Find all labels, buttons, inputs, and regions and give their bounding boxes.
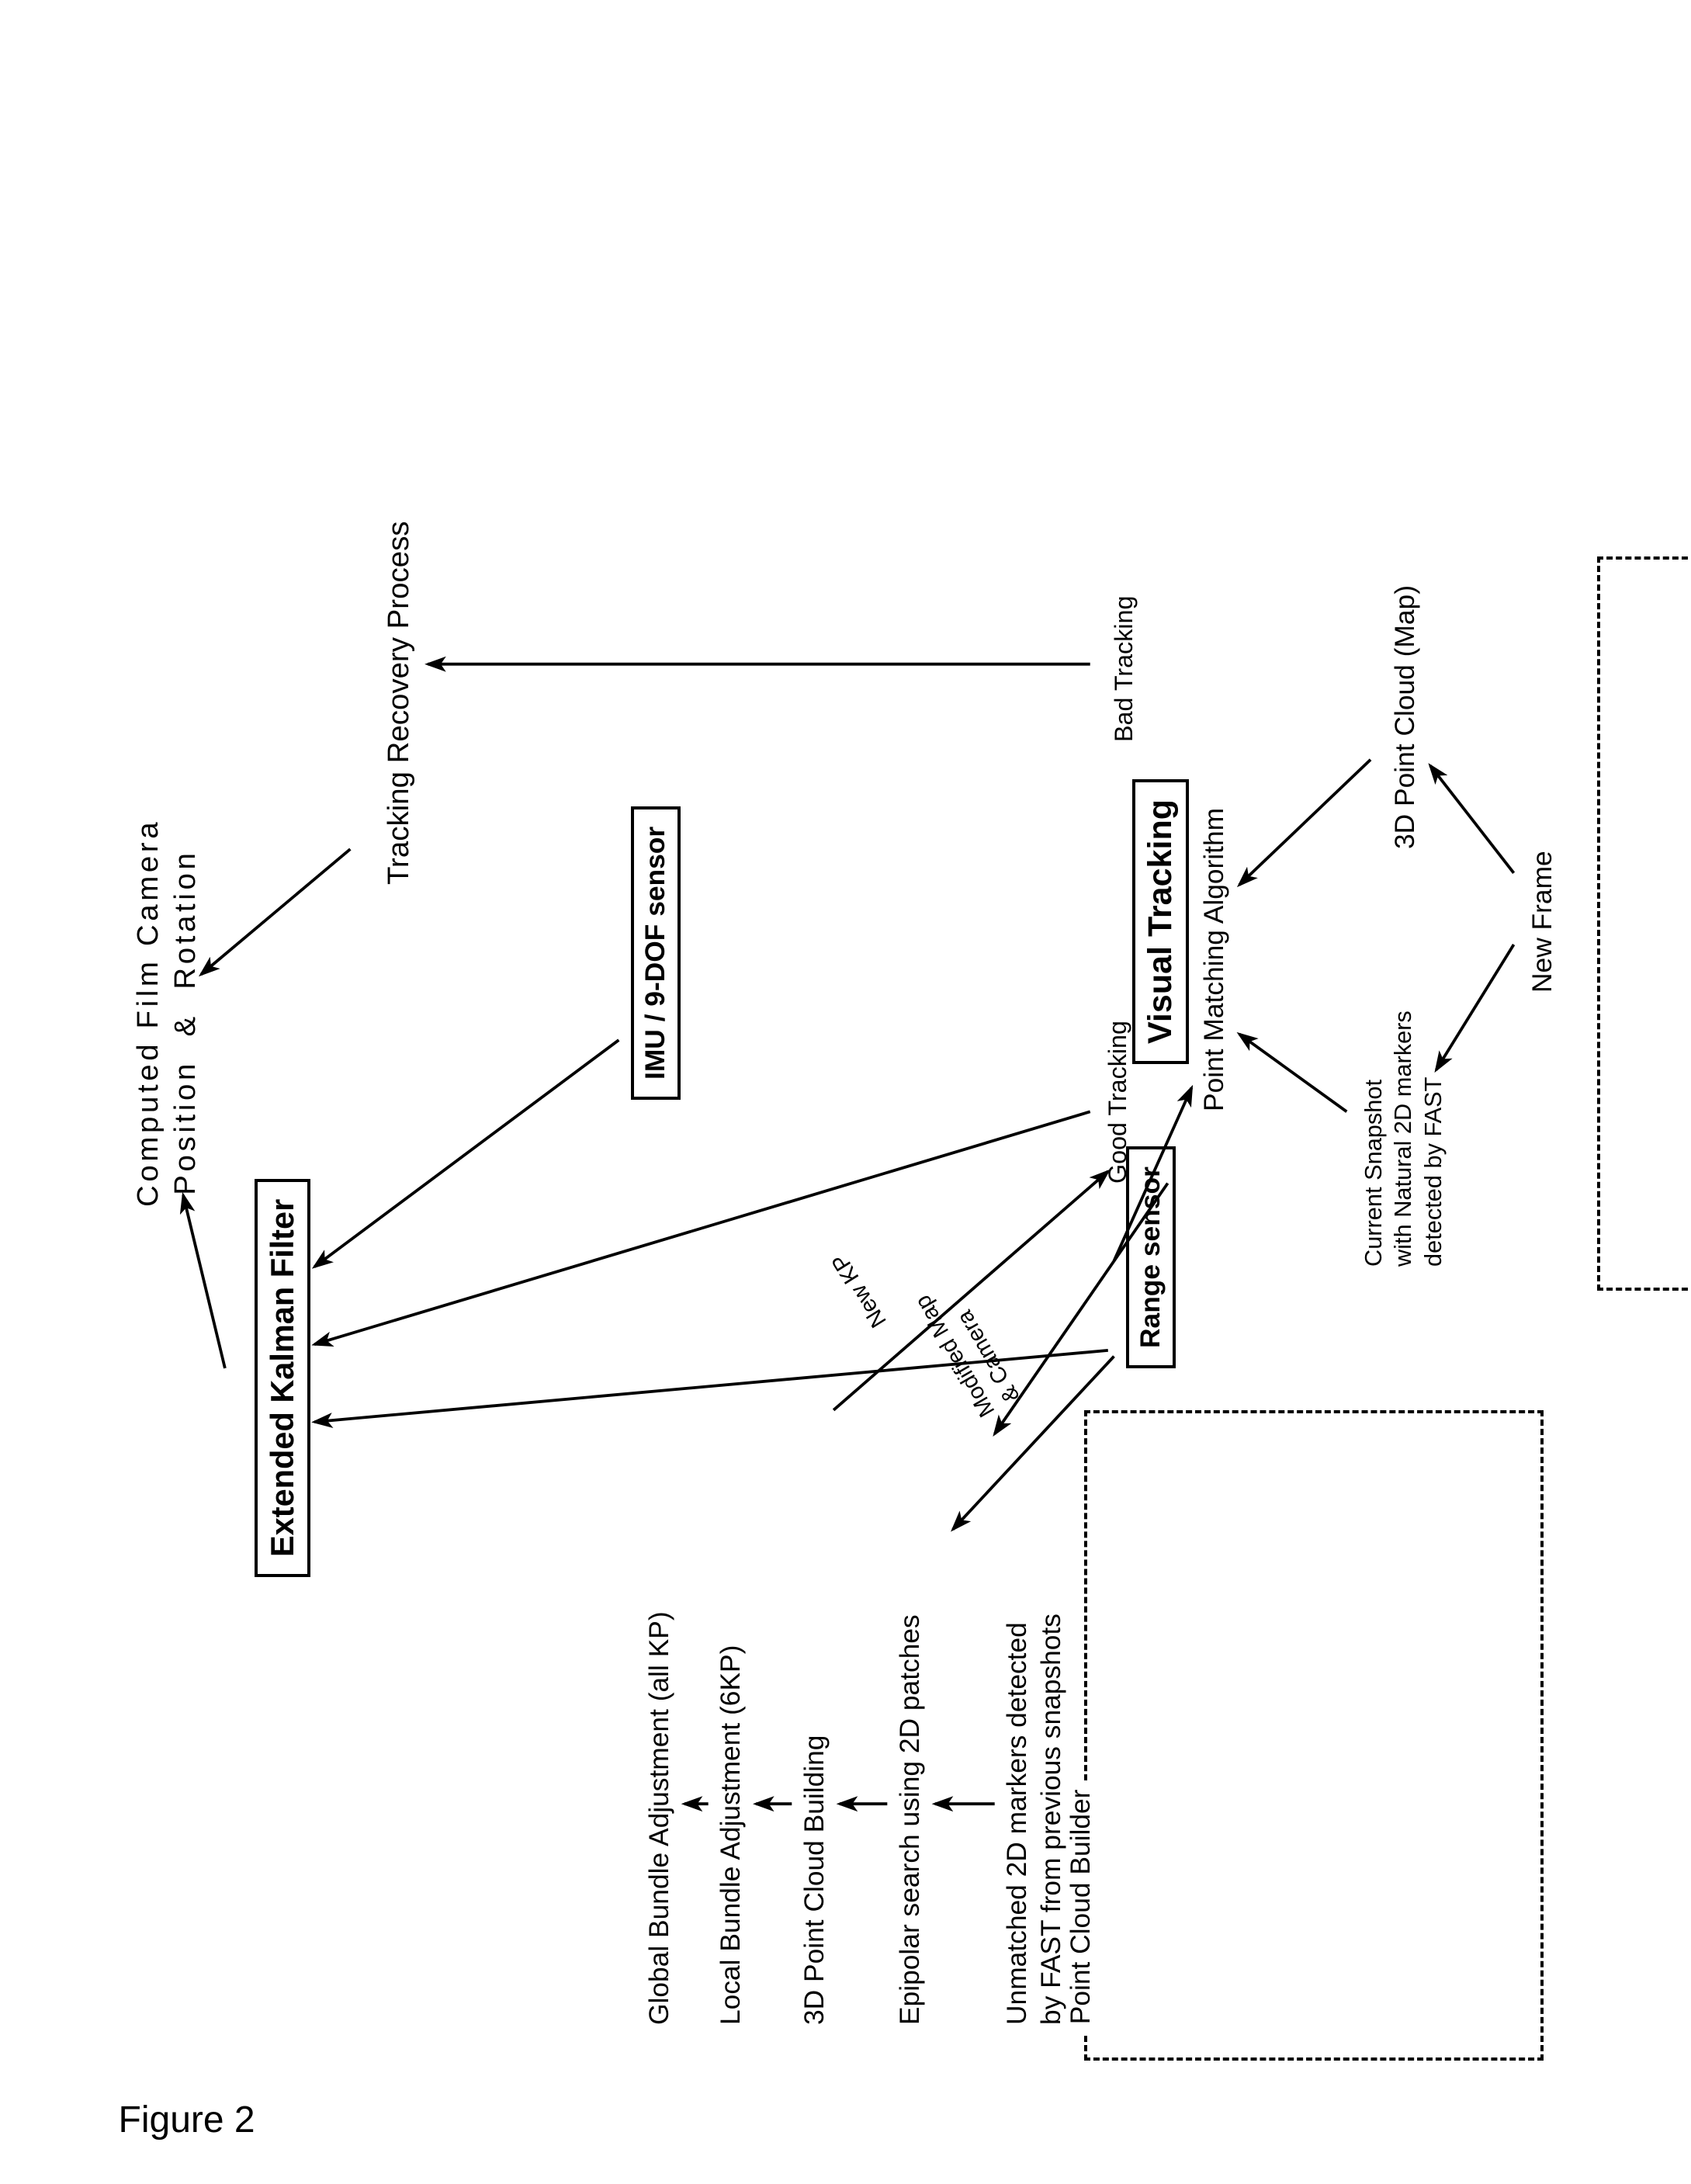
- arrow-range-to-ekf: [314, 1350, 1108, 1422]
- figure-canvas: Point Cloud Builder Visual Tracking Rang…: [0, 0, 1691, 2184]
- arrow-ekf-to-out: [183, 1195, 225, 1368]
- arrow-pcb-to-newkp: [833, 1171, 1108, 1410]
- arrow-good-to-ekf: [314, 1111, 1090, 1344]
- arrow-newframe-to-snap: [1436, 945, 1514, 1069]
- arrow-layer: [0, 0, 1691, 2184]
- arrow-map-to-pma: [1239, 760, 1370, 885]
- arrow-snap-to-pma: [1239, 1034, 1346, 1111]
- figure-caption: Figure 2: [119, 2099, 255, 2141]
- arrow-recovery-to-out: [201, 849, 350, 974]
- arrow-pma-to-modmap: [995, 1184, 1168, 1434]
- arrow-newframe-to-map: [1430, 765, 1514, 872]
- arrow-imu-to-ekf: [314, 1040, 619, 1267]
- arrow-range-to-pcb: [953, 1357, 1114, 1530]
- arrow-range-to-pma: [1114, 1088, 1191, 1261]
